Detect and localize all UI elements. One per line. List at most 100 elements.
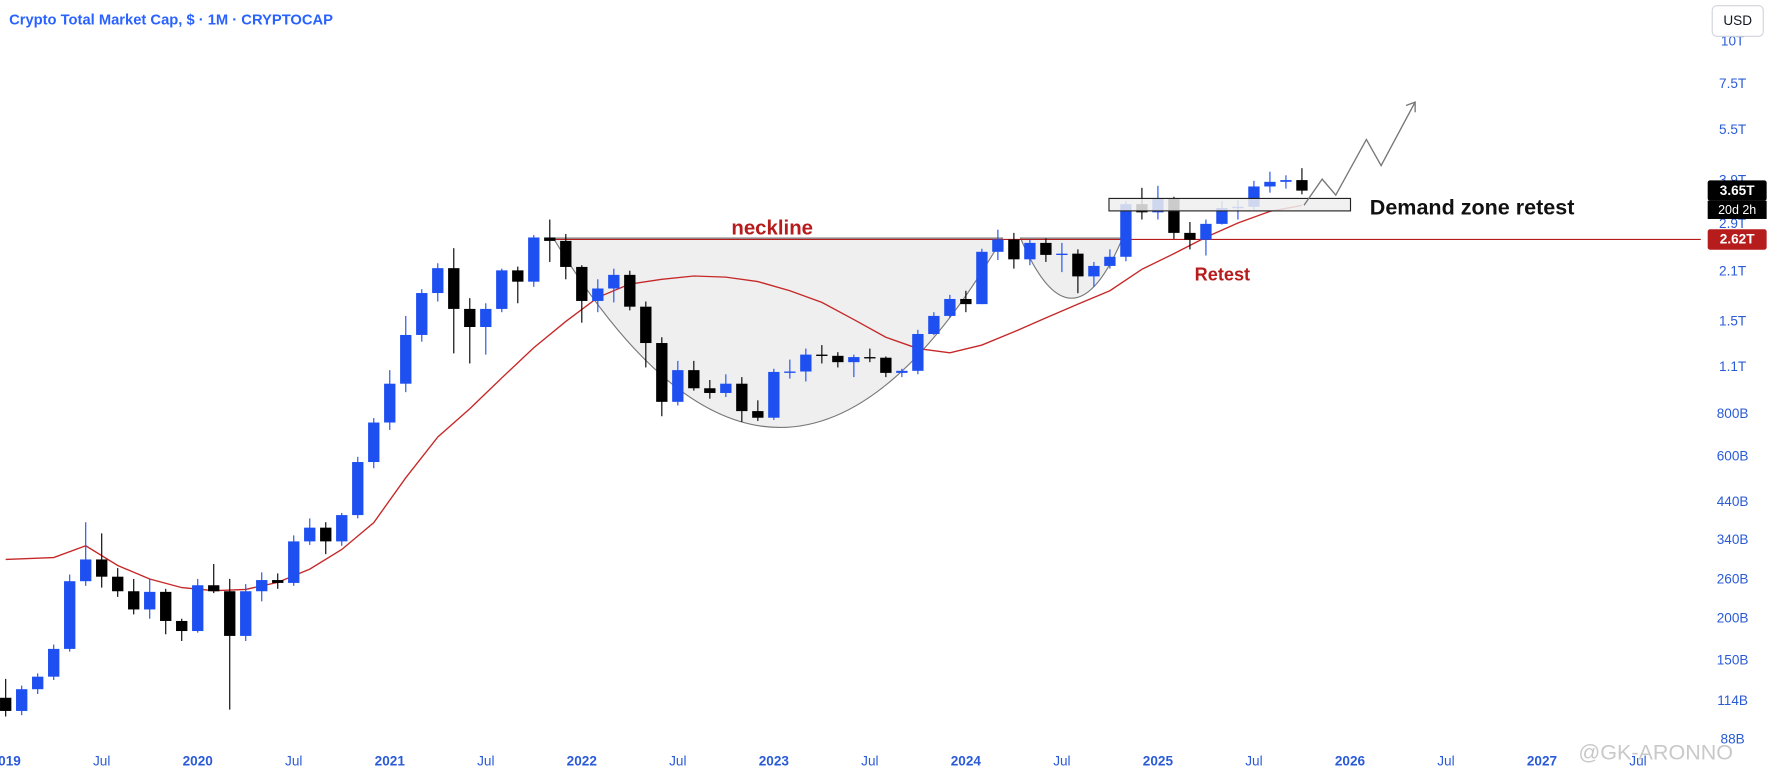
x-tick-label: 2021 (375, 754, 406, 769)
candle-body (1024, 242, 1036, 260)
candle-body (64, 581, 76, 649)
drawings: neckline Retest Demand zone retest (731, 101, 1574, 284)
y-tick-label: 2.9T (1719, 216, 1746, 231)
x-tick-label: 2019 (0, 754, 21, 769)
candle-body (560, 240, 572, 267)
candle-body (1120, 204, 1132, 257)
y-tick-label: 1.1T (1719, 359, 1746, 374)
candle-body (1040, 242, 1052, 255)
y-tick-label: 114B (1717, 693, 1748, 708)
candle-body (1216, 207, 1228, 224)
x-tick-label: 2023 (759, 754, 790, 769)
candle-body (1296, 180, 1308, 191)
candle-body (400, 334, 412, 384)
candle-body (944, 298, 956, 316)
x-tick-label: Jul (1629, 754, 1646, 769)
candle-body (512, 270, 524, 282)
candle-body (1264, 181, 1276, 187)
candle-body (208, 585, 220, 592)
candle-body (672, 370, 684, 402)
candle-body (1104, 256, 1116, 266)
candle-body (864, 357, 876, 359)
arrow-head (1405, 101, 1416, 113)
x-tick-label: Jul (93, 754, 110, 769)
x-tick-label: Jul (669, 754, 686, 769)
candle-body (928, 315, 940, 334)
candle-body (848, 357, 860, 363)
candle-body (144, 591, 156, 610)
candle-body (640, 306, 652, 344)
candle-body (192, 585, 204, 632)
candle-body (1088, 265, 1100, 277)
x-tick-label: 2026 (1335, 754, 1366, 769)
y-tick-label: 2.1T (1719, 264, 1746, 279)
candle-body (544, 237, 556, 241)
candle-body (448, 268, 460, 309)
candle-body (1168, 198, 1180, 233)
handle-shape (1019, 237, 1124, 299)
candle-body (272, 580, 284, 583)
candle-body (592, 288, 604, 301)
candle-body (320, 527, 332, 542)
candle-body (224, 591, 236, 636)
y-tick-label: 7.5T (1719, 76, 1746, 91)
candle-body (688, 370, 700, 389)
candle-body (800, 354, 812, 372)
currency-button-frame[interactable] (1711, 5, 1764, 37)
currency-button[interactable]: USD (1711, 5, 1764, 37)
candle-body (240, 591, 252, 636)
candle-body (736, 383, 748, 412)
candle-body (1184, 232, 1196, 240)
moving-average-line (5, 204, 1303, 592)
plot-area (0, 168, 1701, 717)
candle-body (368, 422, 380, 463)
price-badge (1707, 229, 1767, 250)
y-tick-label: 88B (1721, 731, 1745, 746)
x-tick-label: Jul (1053, 754, 1070, 769)
candle-body (720, 383, 732, 393)
retest-label: Retest (1195, 264, 1250, 284)
candle-body (1248, 186, 1260, 207)
candle-body (832, 355, 844, 363)
y-tick-label: 5.5T (1719, 122, 1746, 137)
axes: 10T7.5T5.5T3.9T2.9T2.1T1.5T1.1T800B600B4… (0, 34, 1749, 769)
currency-button-label[interactable]: USD (1723, 13, 1752, 28)
candle-body (128, 591, 140, 610)
y-tick-label: 260B (1717, 572, 1749, 587)
candle-body (464, 308, 476, 328)
candle-body (896, 370, 908, 373)
candle-body (624, 274, 636, 307)
candle-body (176, 620, 188, 632)
y-tick-label: 800B (1717, 406, 1749, 421)
candle-body (1056, 253, 1068, 256)
candle-body (768, 371, 780, 418)
candle-body (384, 383, 396, 423)
x-tick-label: Jul (1437, 754, 1454, 769)
y-tick-label: 600B (1717, 448, 1749, 463)
candle-body (880, 357, 892, 373)
candle-body (1072, 253, 1084, 277)
candle-body (528, 237, 540, 282)
candle-body (608, 274, 620, 289)
x-tick-label: 2022 (567, 754, 598, 769)
candle-body (352, 462, 364, 516)
candle-body (992, 239, 1004, 252)
y-tick-label: 340B (1717, 532, 1749, 547)
candle-body (784, 371, 796, 373)
candle-body (912, 333, 924, 371)
x-tick-label: 2025 (1143, 754, 1174, 769)
candle-body (304, 527, 316, 542)
candle-body (0, 697, 12, 711)
y-tick-label: 1.5T (1719, 313, 1746, 328)
candle-body (1008, 239, 1020, 260)
candle-body (48, 648, 60, 677)
candle-body (752, 411, 764, 418)
demand-zone (1108, 197, 1352, 212)
candle-body (816, 354, 828, 356)
candle-body (16, 689, 28, 711)
x-tick-label: 2020 (183, 754, 213, 769)
candle-body (416, 293, 428, 335)
candle-body (704, 388, 716, 393)
